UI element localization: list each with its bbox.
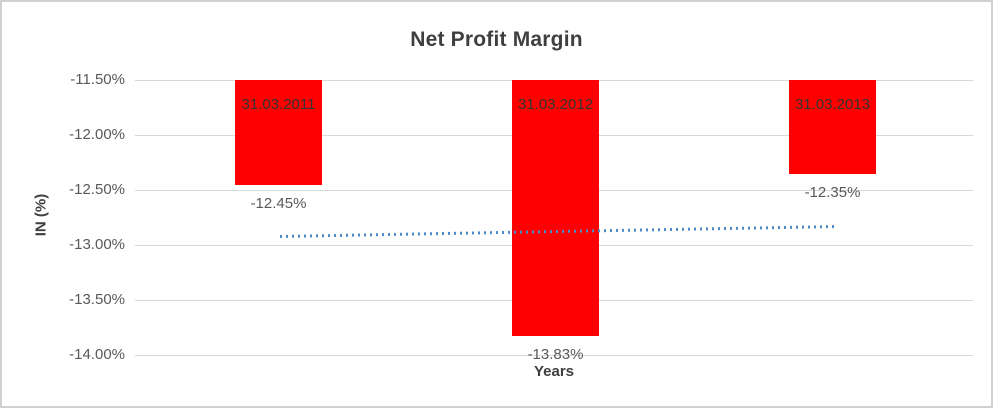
y-tick-label: -13.50% [69, 291, 125, 308]
x-axis-title: Years [533, 363, 575, 380]
bar-group-2013: 31.03.2013 -12.35% [789, 80, 876, 201]
bar-value-label: -12.45% [250, 194, 307, 212]
chart-title: Net Profit Margin [410, 28, 583, 51]
bar-group-2011: 31.03.2011 -12.45% [235, 80, 322, 212]
bar-2013[interactable]: 31.03.2013 [789, 80, 876, 174]
bar-2011[interactable]: 31.03.2011 [235, 80, 322, 185]
bar-category-label: 31.03.2013 [794, 96, 871, 113]
gridline [135, 355, 973, 356]
bar-category-label: 31.03.2011 [241, 96, 316, 113]
bar-group-2012: 31.03.2012 -13.83% [512, 80, 599, 363]
bar-2012[interactable]: 31.03.2012 [512, 80, 599, 337]
bar-value-label: -12.35% [804, 183, 861, 201]
y-tick-label: -13.00% [69, 236, 125, 253]
y-tick-label: -12.50% [69, 181, 125, 198]
bar-value-label: -13.83% [527, 346, 584, 364]
y-tick-label: -12.00% [69, 126, 125, 143]
y-tick-label: -11.50% [70, 71, 125, 88]
y-axis-title: IN (%) [32, 193, 50, 237]
bar-category-label: 31.03.2012 [517, 96, 594, 113]
y-tick-label: -14.00% [69, 346, 125, 363]
plot-area: 31.03.2011 -12.45% 31.03.2012 -13.83% 31… [135, 80, 973, 363]
